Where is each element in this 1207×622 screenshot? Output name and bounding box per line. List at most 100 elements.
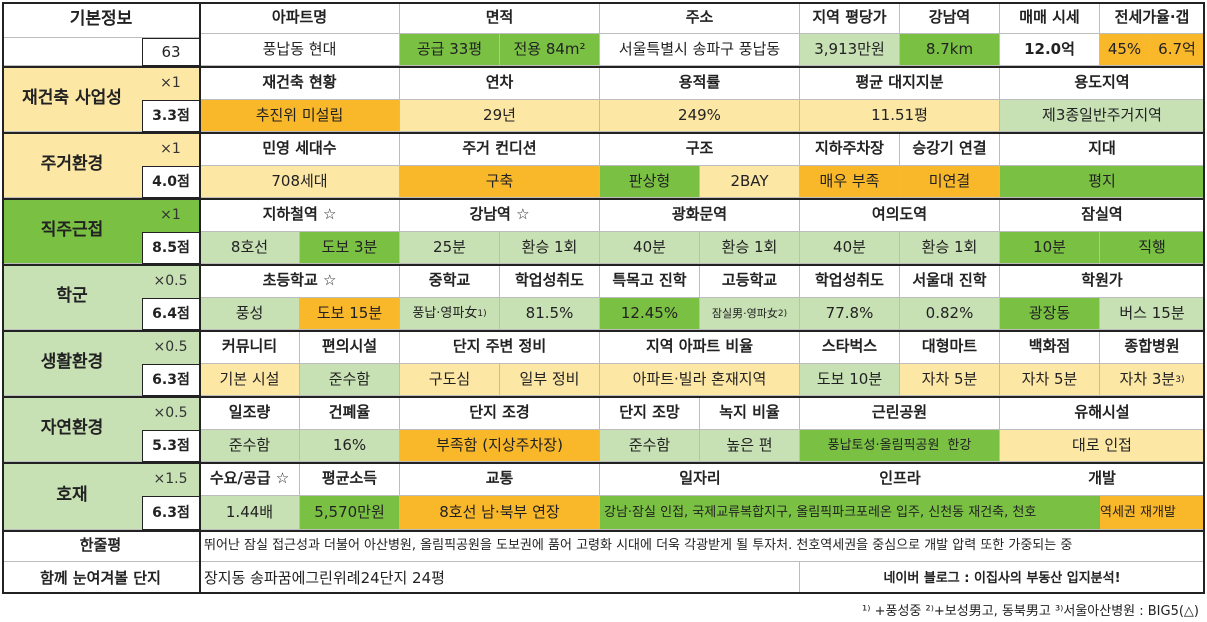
supply-ratio: 1.44배	[200, 496, 300, 530]
high-score: 77.8%	[800, 298, 900, 330]
view: 준수함	[600, 430, 700, 462]
elementary-walk: 도보 15분	[300, 298, 400, 330]
middle-school: 풍납·영파女 1)	[400, 298, 500, 330]
jamsil-time: 10분	[1000, 232, 1100, 264]
parks: 풍납토성·올림픽공원 한강	[800, 430, 1000, 462]
rebuild-label: 재건축 사업성	[2, 66, 142, 132]
header-department: 백화점	[1000, 330, 1100, 364]
footnote-text: +풍성중 ²⁾+보성男고, 동북男고 ³⁾서울아산병원 : BIG5(△)	[874, 604, 1199, 619]
commute-score: 8.5점	[142, 232, 200, 264]
parking: 매우 부족	[800, 166, 900, 198]
header-area: 면적	[400, 2, 600, 34]
header-station: 지하철역 ☆	[200, 198, 400, 232]
divider	[2, 462, 1205, 464]
zoning: 제3종일반주거지역	[1000, 100, 1205, 132]
hospital-time: 자차 3분	[1119, 370, 1176, 388]
header-high: 고등학교	[700, 264, 800, 298]
academy: 광장동	[1000, 298, 1100, 330]
hospital: 자차 3분 3)	[1100, 364, 1205, 396]
commute-label: 직주근접	[2, 198, 142, 264]
header-price-per-pyeong: 지역 평당가	[800, 2, 900, 34]
life-mult: ×0.5	[142, 330, 200, 364]
elementary: 풍성	[200, 298, 300, 330]
header-jobs: 일자리	[600, 462, 800, 496]
living-label: 주거환경	[2, 132, 142, 198]
header-starbucks: 스타벅스	[800, 330, 900, 364]
footnote: ¹⁾ +풍성중 ²⁾+보성男고, 동북男고 ³⁾서울아산병원 : BIG5(△)	[862, 600, 1199, 619]
header-special-high: 특목고 진학	[600, 264, 700, 298]
header-landscape: 단지 조경	[400, 396, 600, 430]
far: 249%	[600, 100, 800, 132]
high-school: 잠실男·영파女 2)	[700, 298, 800, 330]
special-high: 12.45%	[600, 298, 700, 330]
terrain: 평지	[1000, 166, 1205, 198]
gangnam-transfer: 환승 1회	[500, 232, 600, 264]
station-walk: 도보 3분	[300, 232, 400, 264]
land-share: 11.51평	[800, 100, 1000, 132]
header-mart: 대형마트	[900, 330, 1000, 364]
header-apt-ratio: 지역 아파트 비율	[600, 330, 800, 364]
jeonse-rate: 45%	[1100, 34, 1150, 66]
surroundings-b: 일부 정비	[500, 364, 600, 396]
summary-label: 한줄평	[2, 530, 200, 562]
green-ratio: 높은 편	[700, 430, 800, 462]
header-households: 민영 세대수	[200, 132, 400, 166]
households: 708세대	[200, 166, 400, 198]
sunlight: 준수함	[200, 430, 300, 462]
gangnam-distance: 8.7km	[900, 34, 1000, 66]
related-label: 함께 눈여겨볼 단지	[2, 562, 200, 594]
gangnam-time: 25분	[400, 232, 500, 264]
header-supply: 수요/공급 ☆	[200, 462, 300, 496]
life-label: 생활환경	[2, 330, 142, 396]
header-convenience: 편의시설	[300, 330, 400, 364]
starbucks: 도보 10분	[800, 364, 900, 396]
header-land-share: 평균 대지지분	[800, 66, 1000, 100]
gwanghwamun-time: 40분	[600, 232, 700, 264]
yeouido-time: 40분	[800, 232, 900, 264]
nature-score: 5.3점	[142, 430, 200, 462]
jeonse-gap: 6.7억	[1150, 34, 1205, 66]
yeouido-transfer: 환승 1회	[900, 232, 1000, 264]
header-zoning: 용도지역	[1000, 66, 1205, 100]
nature-mult: ×0.5	[142, 396, 200, 430]
header-yeouido: 여의도역	[800, 198, 1000, 232]
header-address: 주소	[600, 2, 800, 34]
parks-river: 한강	[947, 438, 972, 453]
apartment-analysis-table: 기본정보 아파트명 면적 주소 지역 평당가 강남역 매매 시세 전세가율·갭 …	[2, 2, 1205, 594]
header-gangnam-station: 강남역 ☆	[400, 198, 600, 232]
community: 기본 시설	[200, 364, 300, 396]
header-parks: 근린공원	[800, 396, 1000, 430]
sale-price: 12.0억	[1000, 34, 1100, 66]
bay: 2BAY	[700, 166, 800, 198]
mart: 자차 5분	[900, 364, 1000, 396]
header-condition: 주거 컨디션	[400, 132, 600, 166]
header-sunlight: 일조량	[200, 396, 300, 430]
divider	[2, 530, 1205, 532]
header-green-ratio: 녹지 비율	[700, 396, 800, 430]
header-hospital: 종합병원	[1100, 330, 1205, 364]
address: 서울특별시 송파구 풍납동	[600, 34, 800, 66]
rebuild-status: 추진위 미설립	[200, 100, 400, 132]
header-coverage: 건폐율	[300, 396, 400, 430]
transport: 8호선 남·북부 연장	[400, 496, 600, 530]
school-label: 학군	[2, 264, 142, 330]
header-snu: 서울대 진학	[900, 264, 1000, 298]
elevator: 미연결	[900, 166, 1000, 198]
coverage: 16%	[300, 430, 400, 462]
convenience: 준수함	[300, 364, 400, 396]
dev-score: 6.3점	[142, 496, 200, 530]
header-parking: 지하주차장	[800, 132, 900, 166]
header-far: 용적률	[600, 66, 800, 100]
price-per-pyeong: 3,913만원	[800, 34, 900, 66]
living-mult: ×1	[142, 132, 200, 166]
income: 5,570만원	[300, 496, 400, 530]
header-age: 연차	[400, 66, 600, 100]
snu: 0.82%	[900, 298, 1000, 330]
living-score: 4.0점	[142, 166, 200, 198]
gwanghwamun-transfer: 환승 1회	[700, 232, 800, 264]
basic-label: 기본정보	[2, 2, 200, 38]
divider	[2, 132, 1205, 134]
jamsil-transfer: 직행	[1100, 232, 1205, 264]
divider	[2, 198, 1205, 200]
dev-label: 호재	[2, 462, 142, 530]
